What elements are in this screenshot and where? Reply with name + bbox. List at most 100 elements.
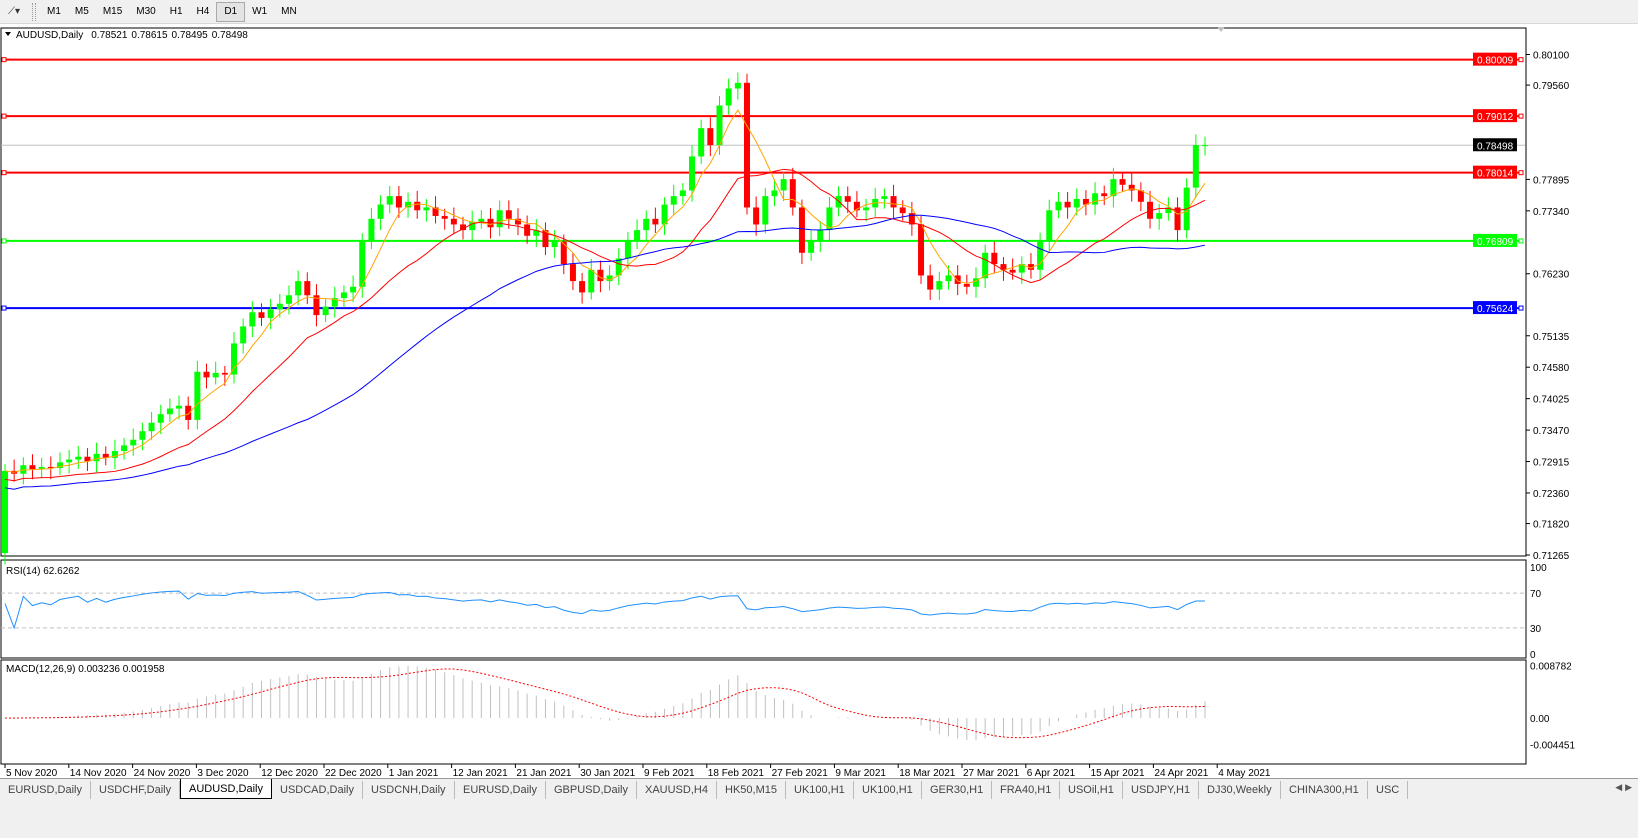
candle-body — [753, 207, 760, 225]
candle-body — [542, 230, 549, 248]
macd-tick-label: 0.00 — [1530, 714, 1550, 725]
toolbar-grip[interactable] — [32, 2, 36, 21]
candle-body — [1110, 179, 1117, 197]
date-tick-label: 3 Dec 2020 — [197, 768, 249, 778]
price-tick-label: 0.72915 — [1533, 458, 1570, 469]
timeframe-h1[interactable]: H1 — [169, 6, 183, 17]
date-tick-label: 21 Jan 2021 — [516, 768, 571, 778]
candle-body — [743, 82, 750, 208]
chart-tab[interactable]: GBPUSD,Daily — [546, 781, 637, 799]
candle-body — [853, 201, 860, 211]
chart-tab[interactable]: USDCHF,Daily — [91, 781, 181, 799]
price-tick-label: 0.74025 — [1533, 395, 1570, 406]
candle-body — [670, 196, 677, 205]
date-tick-label: 9 Mar 2021 — [835, 768, 886, 778]
chart-tab[interactable]: XAUUSD,H4 — [637, 781, 717, 799]
candle-body — [771, 190, 778, 197]
candle-body — [130, 439, 137, 446]
candle-body — [194, 371, 201, 420]
candle-body — [469, 221, 476, 231]
level-handle — [1, 57, 7, 63]
drawing-tools-dropdown[interactable]: ⟋▾ — [0, 2, 28, 22]
chart-tab[interactable]: USDCNH,Daily — [363, 781, 455, 799]
price-tick-label: 0.79560 — [1533, 81, 1570, 92]
tab-scroll-arrows[interactable]: ◀ ▶ — [1615, 783, 1632, 793]
level-price-label: 0.76809 — [1477, 237, 1514, 248]
timeframe-m1[interactable]: M1 — [47, 6, 61, 17]
candle-body — [368, 218, 375, 242]
candle-body — [908, 213, 915, 225]
level-handle — [1518, 113, 1524, 119]
ma-mid-line — [4, 168, 1206, 482]
candle-body — [679, 190, 686, 197]
chart-tab[interactable]: HK50,M15 — [717, 781, 786, 799]
candle-body — [936, 281, 943, 290]
candle-body — [615, 258, 622, 276]
chart-tab[interactable]: USDJPY,H1 — [1123, 781, 1200, 799]
chart-tab[interactable]: USC — [1368, 781, 1409, 799]
candle-body — [844, 196, 851, 202]
chart-tab[interactable]: CHINA300,H1 — [1281, 781, 1368, 799]
candle-body — [478, 218, 485, 222]
candle-body — [1156, 213, 1163, 219]
macd-tick-label: -0.004451 — [1530, 741, 1575, 752]
date-tick-label: 12 Jan 2021 — [453, 768, 508, 778]
candle-body — [395, 196, 402, 208]
level-label-bg — [1473, 165, 1517, 179]
timeframe-m5[interactable]: M5 — [74, 6, 89, 17]
price-chart[interactable]: AUDUSD,Daily 0.78521 0.78615 0.78495 0.78498… — [0, 26, 1638, 778]
bid-price-label: 0.78498 — [1477, 141, 1514, 152]
chart-tab[interactable]: EURUSD,Daily — [0, 781, 91, 799]
candle-body — [313, 295, 320, 316]
candle-body — [93, 453, 100, 462]
chart-tab[interactable]: UK100,H1 — [786, 781, 854, 799]
candle-body — [111, 451, 118, 458]
timeframe-m15[interactable]: M15 — [102, 6, 123, 17]
header-value: 0.78615 — [131, 30, 168, 41]
chart-tab[interactable]: USDCAD,Daily — [272, 781, 363, 799]
chart-tab[interactable]: USOil,H1 — [1060, 781, 1123, 799]
candle-body — [634, 230, 641, 242]
rsi-line — [4, 590, 1205, 630]
draw-tool-icon: ⟋▾ — [7, 6, 21, 17]
level-price-label: 0.79012 — [1477, 112, 1514, 123]
timeframe-d1[interactable]: D1 — [216, 1, 246, 22]
candle-body — [1055, 201, 1062, 211]
candle-body — [725, 88, 732, 106]
candle-body — [1137, 190, 1144, 202]
candle-body — [359, 241, 366, 287]
date-tick-label: 24 Apr 2021 — [1154, 768, 1208, 778]
timeframe-m30[interactable]: M30 — [136, 6, 156, 17]
chart-tab[interactable]: GER30,H1 — [922, 781, 993, 799]
date-tick-label: 24 Nov 2020 — [134, 768, 191, 778]
price-tick-label: 0.72360 — [1533, 489, 1570, 500]
chart-tab[interactable]: AUDUSD,Daily — [180, 779, 272, 799]
chart-tab[interactable]: DJ30,Weekly — [1199, 781, 1281, 799]
candle-body — [185, 405, 192, 420]
candle-body — [707, 128, 714, 146]
collapse-triangle-icon — [5, 32, 11, 36]
level-label-bg — [1473, 233, 1517, 247]
timeframe-mn[interactable]: MN — [281, 6, 297, 17]
chart-tabs-bar: EURUSD,Daily USDCHF,Daily AUDUSD,Daily USDC… — [0, 778, 1638, 838]
main-pane-frame — [0, 27, 1527, 557]
date-tick-label: 22 Dec 2020 — [325, 768, 382, 778]
candle-body — [258, 312, 265, 318]
candle-body — [1064, 201, 1071, 208]
chart-tab[interactable]: UK100,H1 — [854, 781, 922, 799]
candle-body — [533, 230, 540, 236]
candle-body — [597, 269, 604, 282]
candle-body — [918, 224, 925, 276]
candle-body — [991, 252, 998, 265]
date-tick-label: 4 May 2021 — [1218, 768, 1271, 778]
timeframe-h4[interactable]: H4 — [196, 6, 210, 17]
candle-body — [121, 445, 128, 452]
candle-body — [331, 298, 338, 307]
price-tick-label: 0.73470 — [1533, 426, 1570, 437]
candle-body — [166, 408, 173, 415]
chart-tab[interactable]: FRA40,H1 — [992, 781, 1061, 799]
chart-tab[interactable]: EURUSD,Daily — [455, 781, 546, 799]
price-tick-label: 0.71265 — [1533, 551, 1570, 562]
candle-body — [340, 292, 347, 299]
timeframe-w1[interactable]: W1 — [252, 6, 268, 17]
